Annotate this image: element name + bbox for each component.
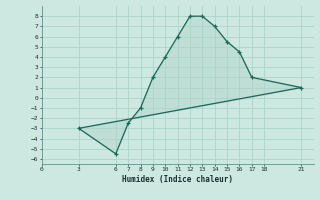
- X-axis label: Humidex (Indice chaleur): Humidex (Indice chaleur): [122, 175, 233, 184]
